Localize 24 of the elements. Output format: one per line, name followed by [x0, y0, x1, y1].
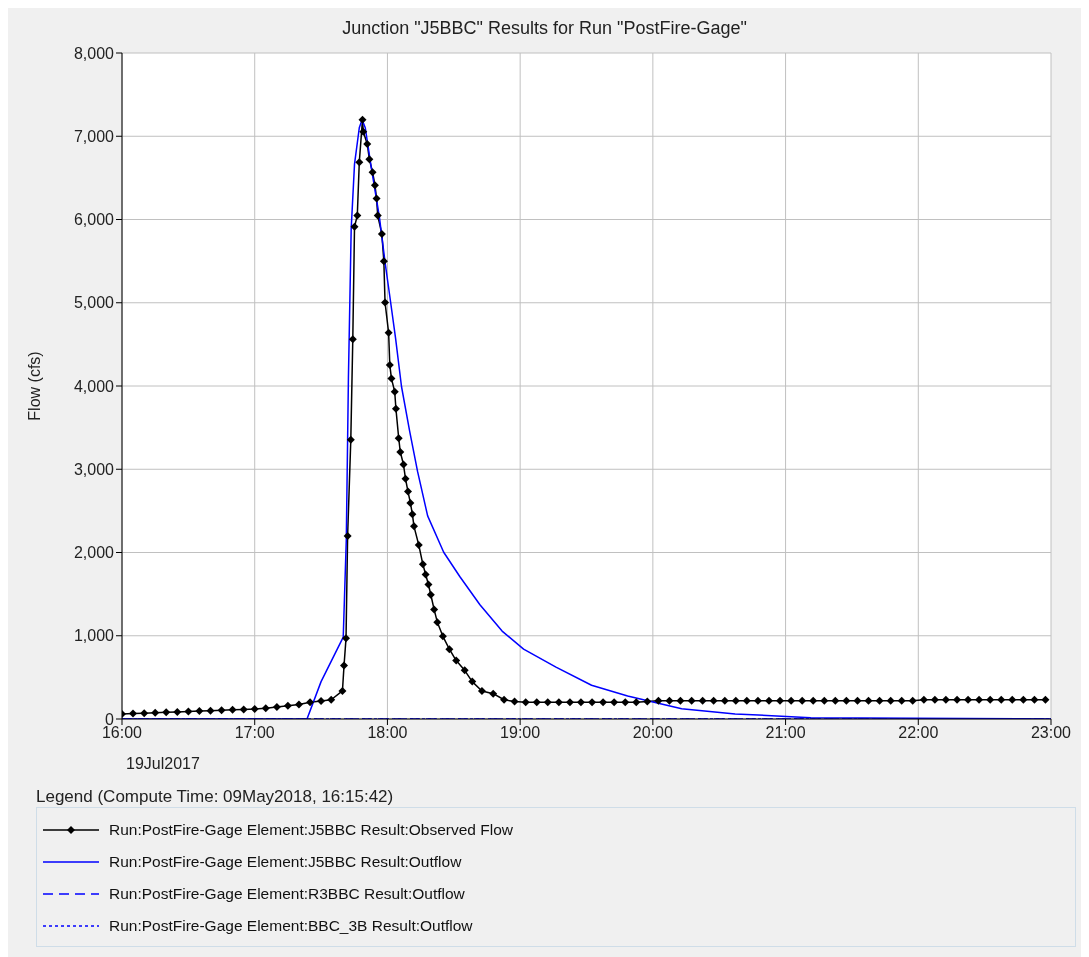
legend-label: Run:PostFire-Gage Element:J5BBC Result:Outflow [109, 853, 462, 871]
y-tick-label: 8,000 [73, 44, 115, 62]
y-tick-label: 6,000 [73, 211, 115, 229]
x-tick-label: 21:00 [765, 724, 806, 742]
x-tick-label: 18:00 [367, 724, 408, 742]
y-tick-label: 5,000 [73, 294, 115, 312]
y-tick-label: 3,000 [73, 460, 115, 478]
legend-label: Run:PostFire-Gage Element:BBC_3B Result:Outflow [109, 917, 473, 935]
x-tick-label: 19:00 [500, 724, 541, 742]
y-axis-title: Flow (cfs) [25, 351, 43, 421]
legend-label: Run:PostFire-Gage Element:J5BBC Result:Observed Flow [109, 821, 514, 839]
x-tick-label: 20:00 [632, 724, 673, 742]
y-tick-label: 2,000 [73, 544, 115, 562]
x-tick-label: 16:00 [101, 724, 143, 742]
y-tick-label: 4,000 [73, 377, 115, 395]
x-tick-label: 22:00 [898, 724, 939, 742]
text: 19Jul2017 [126, 755, 200, 773]
legend-label: Run:PostFire-Gage Element:R3BBC Result:Outflow [109, 885, 465, 903]
y-tick-label: 7,000 [73, 127, 115, 145]
legend-title: Legend (Compute Time: 09May2018, 16:15:42) [36, 787, 395, 807]
x-tick-label: 23:00 [1030, 724, 1072, 742]
x-tick-label: 17:00 [234, 724, 275, 742]
y-tick-label: 1,000 [73, 627, 115, 645]
chart-title: Junction "J5BBC" Results for Run "PostFire-Gage" [341, 17, 748, 39]
